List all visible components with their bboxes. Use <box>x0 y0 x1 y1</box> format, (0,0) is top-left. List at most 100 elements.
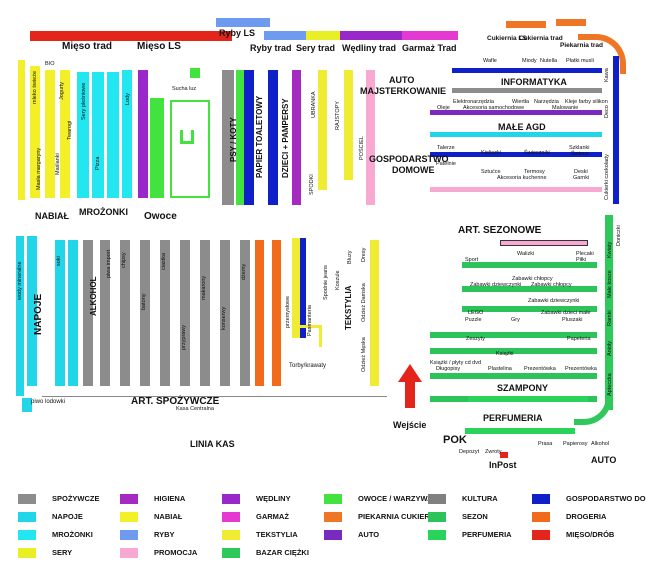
legend-swatch <box>222 494 240 504</box>
meat-counter-bar <box>30 31 232 41</box>
legend-label: SEZON <box>462 512 488 521</box>
txt-ciastka: ciastka <box>161 252 167 270</box>
frozen-shelf-3 <box>107 72 119 198</box>
fruit-icon <box>180 130 194 144</box>
frozen-shelf-1 <box>77 72 89 198</box>
txt-prezentowka: Prezentówka <box>524 366 556 372</box>
txt-szklanki: Szklanki <box>569 145 590 151</box>
veg-shelf <box>150 98 164 198</box>
legend-label: RYBY <box>154 530 175 539</box>
txt-odziez-mesk: Odzież Męska <box>361 337 367 372</box>
food-shelf-3 <box>160 240 170 386</box>
legend-label: HIGIENA <box>154 494 186 503</box>
label-linia-kas: LINIA KAS <box>190 439 235 449</box>
pets-shelf-green <box>236 70 246 205</box>
legend-label: MROŻONKI <box>52 530 93 539</box>
txt-papeteria: Papeteria <box>567 336 591 342</box>
txt-jogurty: Jogurty <box>59 81 65 100</box>
label-szampony: SZAMPONY <box>497 383 549 393</box>
txt-swiece: Świece <box>571 151 589 157</box>
legend-label: BAZAR CIĘŻKI <box>256 548 309 557</box>
txt-prezentowka2: Prezentówka <box>565 366 597 372</box>
txt-puzzle: Puzzle <box>465 317 482 323</box>
txt-dlugopisy: Długopisy <box>436 366 461 372</box>
txt-ramki: Ramki <box>607 310 613 326</box>
fruit-table <box>170 100 210 198</box>
frozen-shelf-2 <box>92 72 104 198</box>
legend-label: AUTO <box>358 530 380 539</box>
food-shelf-4 <box>180 240 190 386</box>
label-mrozonki: MROŻONKI <box>79 207 128 217</box>
txt-bluzy: Bluzy <box>347 250 353 264</box>
legend-label: TEKSTYLIA <box>256 530 298 539</box>
cheese-trad-bar <box>306 31 340 40</box>
gosp-bar-2 <box>430 187 602 192</box>
txt-przyprawy: przyprawy <box>181 324 187 350</box>
pets-shelf <box>222 70 234 205</box>
txt-kawa: Kawa <box>604 68 610 82</box>
season-bar-3 <box>462 286 597 292</box>
veg-crate <box>190 68 200 78</box>
txt-depozyt: Depozyt <box>459 449 480 455</box>
txt-sport: Sport <box>465 257 479 263</box>
drinks-wall <box>16 236 24 396</box>
legend-swatch <box>120 494 138 504</box>
legend-swatch <box>120 530 138 540</box>
txt-alkohol-r: Alkohol <box>591 441 610 447</box>
legend-label: GARMAŻ <box>256 512 289 521</box>
txt-ksiazki-cd: Książki / płyty cd dvd <box>430 360 482 366</box>
label-cukiernia-trad: Cukiernia trad <box>519 35 563 42</box>
txt-patelnie: Patelnie <box>436 161 456 167</box>
drogeria-shelf-1 <box>255 240 264 386</box>
txt-poscie: POŚCIEL <box>359 136 365 160</box>
txt-twarogi: Twarogi <box>67 120 73 140</box>
label-wedliny-trad: Wędliny trad <box>342 43 397 53</box>
txt-sery-plesniowe: Sery pleśniowe <box>81 82 87 120</box>
txt-narzedzia: Narzędzia <box>534 99 559 105</box>
txt-ksiazki: Książki <box>496 351 514 357</box>
textile-shelf-5 <box>370 240 379 386</box>
season-bar-5 <box>430 332 597 338</box>
label-dzieci: DZIECI + PAMPERSY <box>281 98 290 178</box>
legend-swatch <box>532 530 550 540</box>
deli-shelf <box>138 70 148 198</box>
textile-shelf-4 <box>300 238 306 338</box>
textile-shelf-2 <box>344 70 353 180</box>
agd-bar <box>430 132 602 137</box>
gosp-bar-1 <box>430 152 602 157</box>
season-wall <box>605 215 613 410</box>
kids-shelf-2 <box>292 70 301 205</box>
txt-wiertla: Wiertła <box>512 99 530 105</box>
legend-swatch <box>18 548 36 558</box>
txt-anioly: Anioły <box>607 341 613 356</box>
legend-swatch <box>324 494 342 504</box>
txt-masla: Masła margaryny <box>36 147 42 190</box>
drinks-shelf-1 <box>27 236 37 386</box>
txt-zab-chlop: Zabawki chłopcy <box>512 276 553 282</box>
legend-label: NAPOJE <box>52 512 83 521</box>
deli-trad-bar <box>340 31 402 40</box>
txt-koszule: Koszule <box>335 270 341 290</box>
txt-papierosy: Papierosy <box>563 441 588 447</box>
legend-swatch <box>120 548 138 558</box>
txt-kwiaty: Kwiaty <box>607 241 613 258</box>
dairy-shelf-3 <box>60 70 70 198</box>
txt-sztucce: Sztućce <box>481 169 501 175</box>
txt-oleje: Oleje <box>437 105 450 111</box>
txt-apteczka: Apteczka <box>607 373 613 396</box>
txt-deski: Deski <box>574 169 588 175</box>
label-tekstylia: TEKSTYLIA <box>344 285 353 330</box>
label-napoje: NAPOJE <box>33 293 44 335</box>
legend-label: SERY <box>52 548 73 557</box>
legend-swatch <box>18 530 36 540</box>
txt-pizza: Pizza <box>95 156 101 170</box>
deco-wall <box>613 56 619 204</box>
txt-dresy: Dresy <box>361 247 367 262</box>
txt-swieczniki: Świeczniki <box>524 150 550 156</box>
txt-zab-dziew: Zabawki dziewczynki <box>470 282 522 288</box>
label-pok: POK <box>443 434 467 446</box>
legend-swatch <box>120 512 138 522</box>
label-art-spoz: ART. SPOŻYWCZE <box>131 396 220 407</box>
txt-sucha: Sucha luz <box>172 86 197 92</box>
informatyka-bar <box>452 88 602 93</box>
